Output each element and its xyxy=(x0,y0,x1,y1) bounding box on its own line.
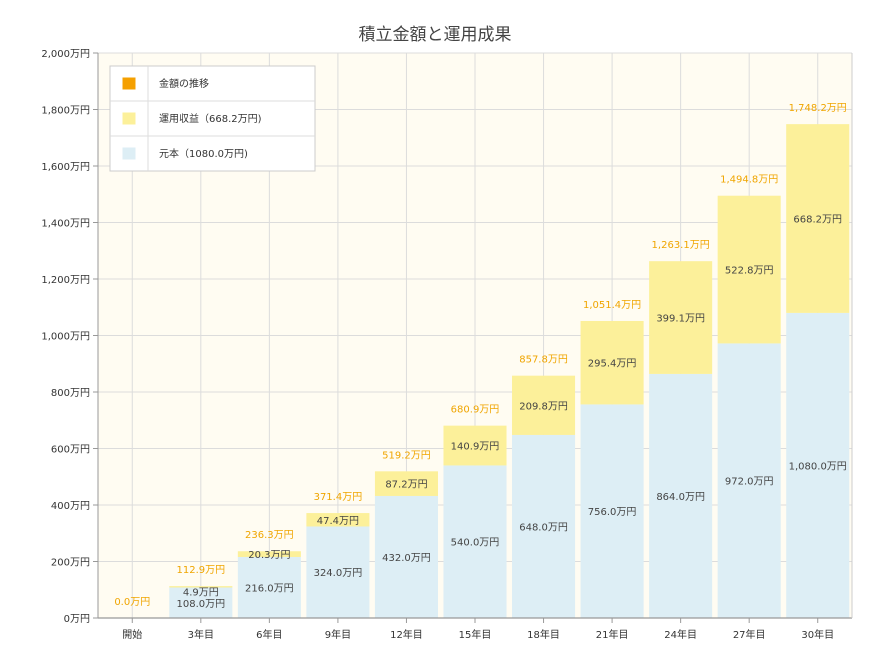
principal-value-label: 648.0万円 xyxy=(519,522,568,533)
bar-return xyxy=(717,195,781,344)
legend-swatch xyxy=(121,146,137,161)
principal-value-label: 756.0万円 xyxy=(588,507,637,518)
bar-return xyxy=(649,261,713,374)
bar-return xyxy=(580,320,644,405)
return-value-label: 87.2万円 xyxy=(385,480,427,491)
bar-principal xyxy=(169,587,233,618)
bar-principal xyxy=(512,434,576,618)
return-value-label: 4.9万円 xyxy=(183,587,219,598)
y-tick-label: 0万円 xyxy=(64,614,90,625)
y-tick-label: 1,000万円 xyxy=(41,332,90,343)
y-tick-label: 400万円 xyxy=(51,501,90,512)
total-value-label: 1,494.8万円 xyxy=(720,175,778,186)
y-tick-label: 1,400万円 xyxy=(41,219,90,230)
bar-principal xyxy=(374,495,438,618)
principal-value-label: 972.0万円 xyxy=(725,477,774,488)
principal-value-label: 1,080.0万円 xyxy=(789,461,847,472)
y-tick-label: 200万円 xyxy=(51,558,90,569)
return-value-label: 47.4万円 xyxy=(317,516,359,527)
bar-return xyxy=(512,375,576,435)
total-value-label: 680.9万円 xyxy=(451,405,500,416)
x-tick-label: 24年目 xyxy=(664,628,697,641)
y-tick-label: 800万円 xyxy=(51,388,90,399)
legend-label: 運用収益（668.2万円) xyxy=(159,112,262,125)
x-tick-label: 12年目 xyxy=(390,628,423,641)
y-tick-label: 1,800万円 xyxy=(41,106,90,117)
total-value-label: 371.4万円 xyxy=(314,492,363,503)
legend-swatch xyxy=(121,111,137,126)
x-tick-label: 6年目 xyxy=(256,628,282,641)
legend-swatch xyxy=(121,76,137,91)
y-tick-label: 1,200万円 xyxy=(41,275,90,286)
return-value-label: 140.9万円 xyxy=(451,442,500,453)
bar-principal xyxy=(443,465,507,618)
bar-return xyxy=(443,425,507,466)
principal-value-label: 432.0万円 xyxy=(382,553,431,564)
y-tick-label: 2,000万円 xyxy=(41,49,90,60)
bar-return xyxy=(306,513,370,527)
principal-value-label: 108.0万円 xyxy=(176,599,225,610)
principal-value-label: 540.0万円 xyxy=(451,538,500,549)
principal-value-label: 324.0万円 xyxy=(314,568,363,579)
return-value-label: 295.4万円 xyxy=(588,359,637,370)
bar-principal xyxy=(237,556,301,618)
bar-principal xyxy=(649,373,713,618)
bar-principal xyxy=(717,343,781,618)
y-tick-label: 1,600万円 xyxy=(41,162,90,173)
x-tick-label: 18年目 xyxy=(527,628,560,641)
x-tick-label: 3年目 xyxy=(188,628,214,641)
x-tick-label: 27年目 xyxy=(733,628,766,641)
total-value-label: 236.3万円 xyxy=(245,530,294,541)
principal-value-label: 864.0万円 xyxy=(656,492,705,503)
x-tick-label: 21年目 xyxy=(596,628,629,641)
bar-return xyxy=(786,124,850,313)
bar-return xyxy=(237,551,301,557)
return-value-label: 399.1万円 xyxy=(656,314,705,325)
x-tick-label: 15年目 xyxy=(459,628,492,641)
chart-title: 積立金額と運用成果 xyxy=(359,25,512,45)
return-value-label: 209.8万円 xyxy=(519,401,568,412)
legend-label: 金額の推移 xyxy=(159,77,209,90)
bar-principal xyxy=(306,526,370,618)
total-value-label: 1,051.4万円 xyxy=(583,300,641,311)
total-value-label: 112.9万円 xyxy=(176,565,225,576)
total-value-label: 1,263.1万円 xyxy=(652,240,710,251)
total-value-label: 1,748.2万円 xyxy=(789,103,847,114)
return-value-label: 522.8万円 xyxy=(725,266,774,277)
total-value-label: 519.2万円 xyxy=(382,450,431,461)
bar-principal xyxy=(786,312,850,618)
total-value-label: 0.0万円 xyxy=(114,597,150,608)
x-tick-label: 30年目 xyxy=(801,628,834,641)
legend-label: 元本（1080.0万円) xyxy=(159,147,248,160)
x-tick-label: 開始 xyxy=(122,628,142,641)
principal-value-label: 216.0万円 xyxy=(245,583,294,594)
x-tick-label: 9年目 xyxy=(325,628,351,641)
bar-principal xyxy=(580,404,644,618)
bar-return xyxy=(169,586,233,588)
legend-box xyxy=(109,65,316,172)
total-value-label: 857.8万円 xyxy=(519,355,568,366)
y-tick-label: 600万円 xyxy=(51,445,90,456)
return-value-label: 668.2万円 xyxy=(793,215,842,226)
bar-return xyxy=(374,471,438,496)
return-value-label: 20.3万円 xyxy=(248,550,290,561)
